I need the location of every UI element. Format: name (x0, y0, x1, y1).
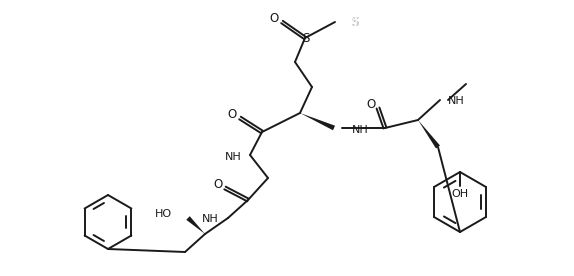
Polygon shape (187, 216, 205, 234)
Text: O: O (269, 12, 278, 25)
Polygon shape (418, 120, 440, 148)
Text: NH: NH (448, 96, 465, 106)
Text: O: O (366, 97, 375, 110)
Text: S: S (351, 15, 359, 28)
Text: NH: NH (202, 214, 219, 224)
Text: OH: OH (451, 189, 468, 199)
Text: S: S (302, 33, 310, 46)
Polygon shape (300, 113, 335, 130)
Text: O: O (214, 177, 223, 190)
Text: S: S (351, 15, 359, 28)
Text: HO: HO (155, 209, 172, 219)
Text: O: O (227, 108, 236, 121)
Text: NH: NH (352, 125, 369, 135)
Text: NH: NH (225, 152, 242, 162)
